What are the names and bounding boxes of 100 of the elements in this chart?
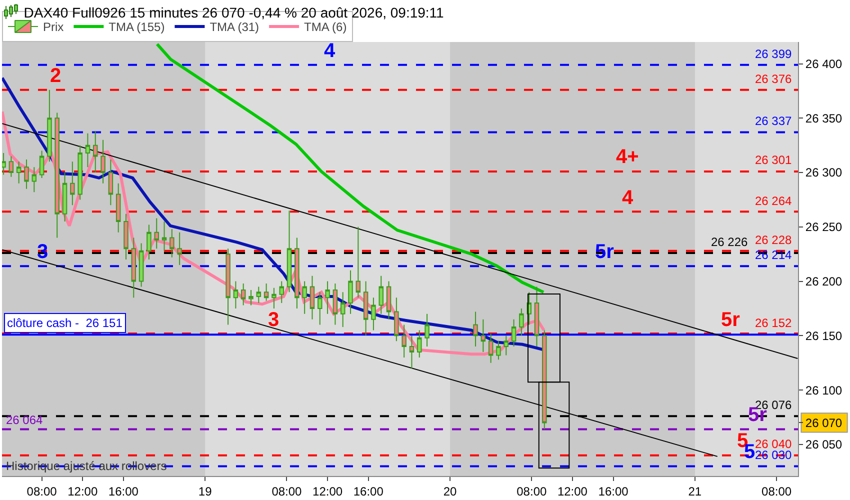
ref-line-label: 26 337 xyxy=(755,114,792,128)
x-tick-label: 08:00 xyxy=(26,484,58,498)
ref-line-label: 26 226 xyxy=(711,235,748,249)
candlestick xyxy=(318,292,322,326)
ref-line-label: 26 152 xyxy=(755,316,792,330)
candlestick xyxy=(47,89,52,162)
candlestick xyxy=(294,237,300,309)
annotation: Historique ajusté aux rollovers xyxy=(6,459,167,473)
candlestick xyxy=(363,280,368,336)
candlestick xyxy=(108,158,114,206)
x-tick-label: 12:00 xyxy=(557,484,588,498)
candlestick xyxy=(70,161,75,206)
x-tick-label: 08:00 xyxy=(272,484,302,498)
candlestick xyxy=(279,280,284,304)
ref-line-label: 26 399 xyxy=(755,47,792,61)
ref-line-label: 26 040 xyxy=(755,437,792,451)
candlestick xyxy=(8,156,14,178)
ref-line-label: 26 301 xyxy=(755,153,792,167)
y-tick-label: 26 200 xyxy=(805,274,842,288)
candlestick xyxy=(233,280,238,309)
candlestick xyxy=(248,290,254,306)
ref-line-label: 26 264 xyxy=(755,194,792,208)
candlestick xyxy=(16,161,22,184)
candlestick xyxy=(409,335,414,369)
candlestick xyxy=(154,218,159,250)
annotation: 2 xyxy=(50,65,62,87)
candlestick xyxy=(371,297,376,331)
y-tick-label: 26 150 xyxy=(805,328,842,343)
x-tick-label: 20 xyxy=(443,484,458,498)
legend-label: TMA (6) xyxy=(304,20,347,34)
candlestick xyxy=(340,292,346,328)
annotation: 5r xyxy=(721,309,740,331)
candlestick xyxy=(542,330,547,430)
candlestick xyxy=(264,282,269,302)
y-tick-label: 26 400 xyxy=(805,56,842,71)
y-tick-label: 26 250 xyxy=(805,220,842,234)
candlestick xyxy=(78,144,82,200)
candlestick xyxy=(226,248,230,326)
candlestick xyxy=(286,210,292,293)
candlestick xyxy=(534,286,540,348)
candlestick xyxy=(417,330,422,358)
y-tick-label: 26 050 xyxy=(805,438,842,452)
candlestick xyxy=(504,335,509,356)
candlestick xyxy=(162,220,167,252)
candlestick xyxy=(386,280,392,320)
line-series xyxy=(156,42,546,294)
candlestick xyxy=(325,280,330,314)
candlestick xyxy=(93,130,98,174)
candlestick xyxy=(394,297,399,342)
candlestick xyxy=(356,226,361,298)
candlestick xyxy=(348,270,353,314)
candlestick xyxy=(124,213,128,260)
candlestick xyxy=(488,333,494,364)
candlestick xyxy=(240,282,246,306)
candlestick xyxy=(39,150,44,178)
candlestick xyxy=(24,158,29,190)
legend-label: TMA (155) xyxy=(108,20,165,34)
candlestick xyxy=(177,232,182,266)
ref-line-label: 26 376 xyxy=(755,72,792,86)
annotation: 5r xyxy=(595,241,614,263)
candlestick xyxy=(424,313,430,348)
x-tick-label: 16:00 xyxy=(353,484,384,498)
ref-line-label: 26 228 xyxy=(755,233,792,247)
candlestick xyxy=(378,275,384,314)
candlestick xyxy=(170,228,174,258)
candlestick xyxy=(310,275,315,320)
y-tick-label: 26 070 xyxy=(805,416,842,430)
x-tick-label: 08:00 xyxy=(516,484,547,498)
y-tick-label: 26 350 xyxy=(805,111,842,126)
candlestick xyxy=(54,112,60,238)
candlestick xyxy=(131,237,136,298)
x-tick-label: 21 xyxy=(688,484,702,498)
y-tick-label: 26 300 xyxy=(805,166,842,180)
legend-label: Prix xyxy=(43,20,64,34)
candlestick xyxy=(100,139,106,184)
candlestick xyxy=(2,152,6,176)
candlestick xyxy=(146,224,152,260)
candlestick xyxy=(402,324,406,358)
annotation: 26 064 xyxy=(6,413,44,427)
candlestick xyxy=(62,172,68,222)
annotation: 4 xyxy=(622,187,634,209)
x-tick-label: 12:00 xyxy=(68,484,98,498)
y-tick-label: 26 100 xyxy=(805,383,842,398)
candlestick xyxy=(302,280,307,314)
legend-label: TMA (31) xyxy=(210,20,260,34)
candlestick xyxy=(116,182,121,233)
candlestick xyxy=(256,286,262,304)
candlestick xyxy=(32,166,37,193)
x-tick-label: 08:00 xyxy=(762,484,792,498)
candlestick xyxy=(473,311,478,348)
ref-line-label: clôture cash - 26 151 xyxy=(7,316,123,330)
candlestick xyxy=(511,318,516,348)
annotation: 4 xyxy=(324,40,336,62)
x-tick-label: 16:00 xyxy=(598,484,629,498)
candlestick xyxy=(85,132,90,168)
candlestick xyxy=(519,308,524,336)
candlestick xyxy=(480,318,486,352)
chart-title: DAX40 Full0926 15 minutes 26 070 -0,44 % 20 août 2026, 09:19:11 xyxy=(24,4,444,20)
annotation: 4+ xyxy=(616,146,639,168)
x-tick-label: 12:00 xyxy=(312,484,343,498)
